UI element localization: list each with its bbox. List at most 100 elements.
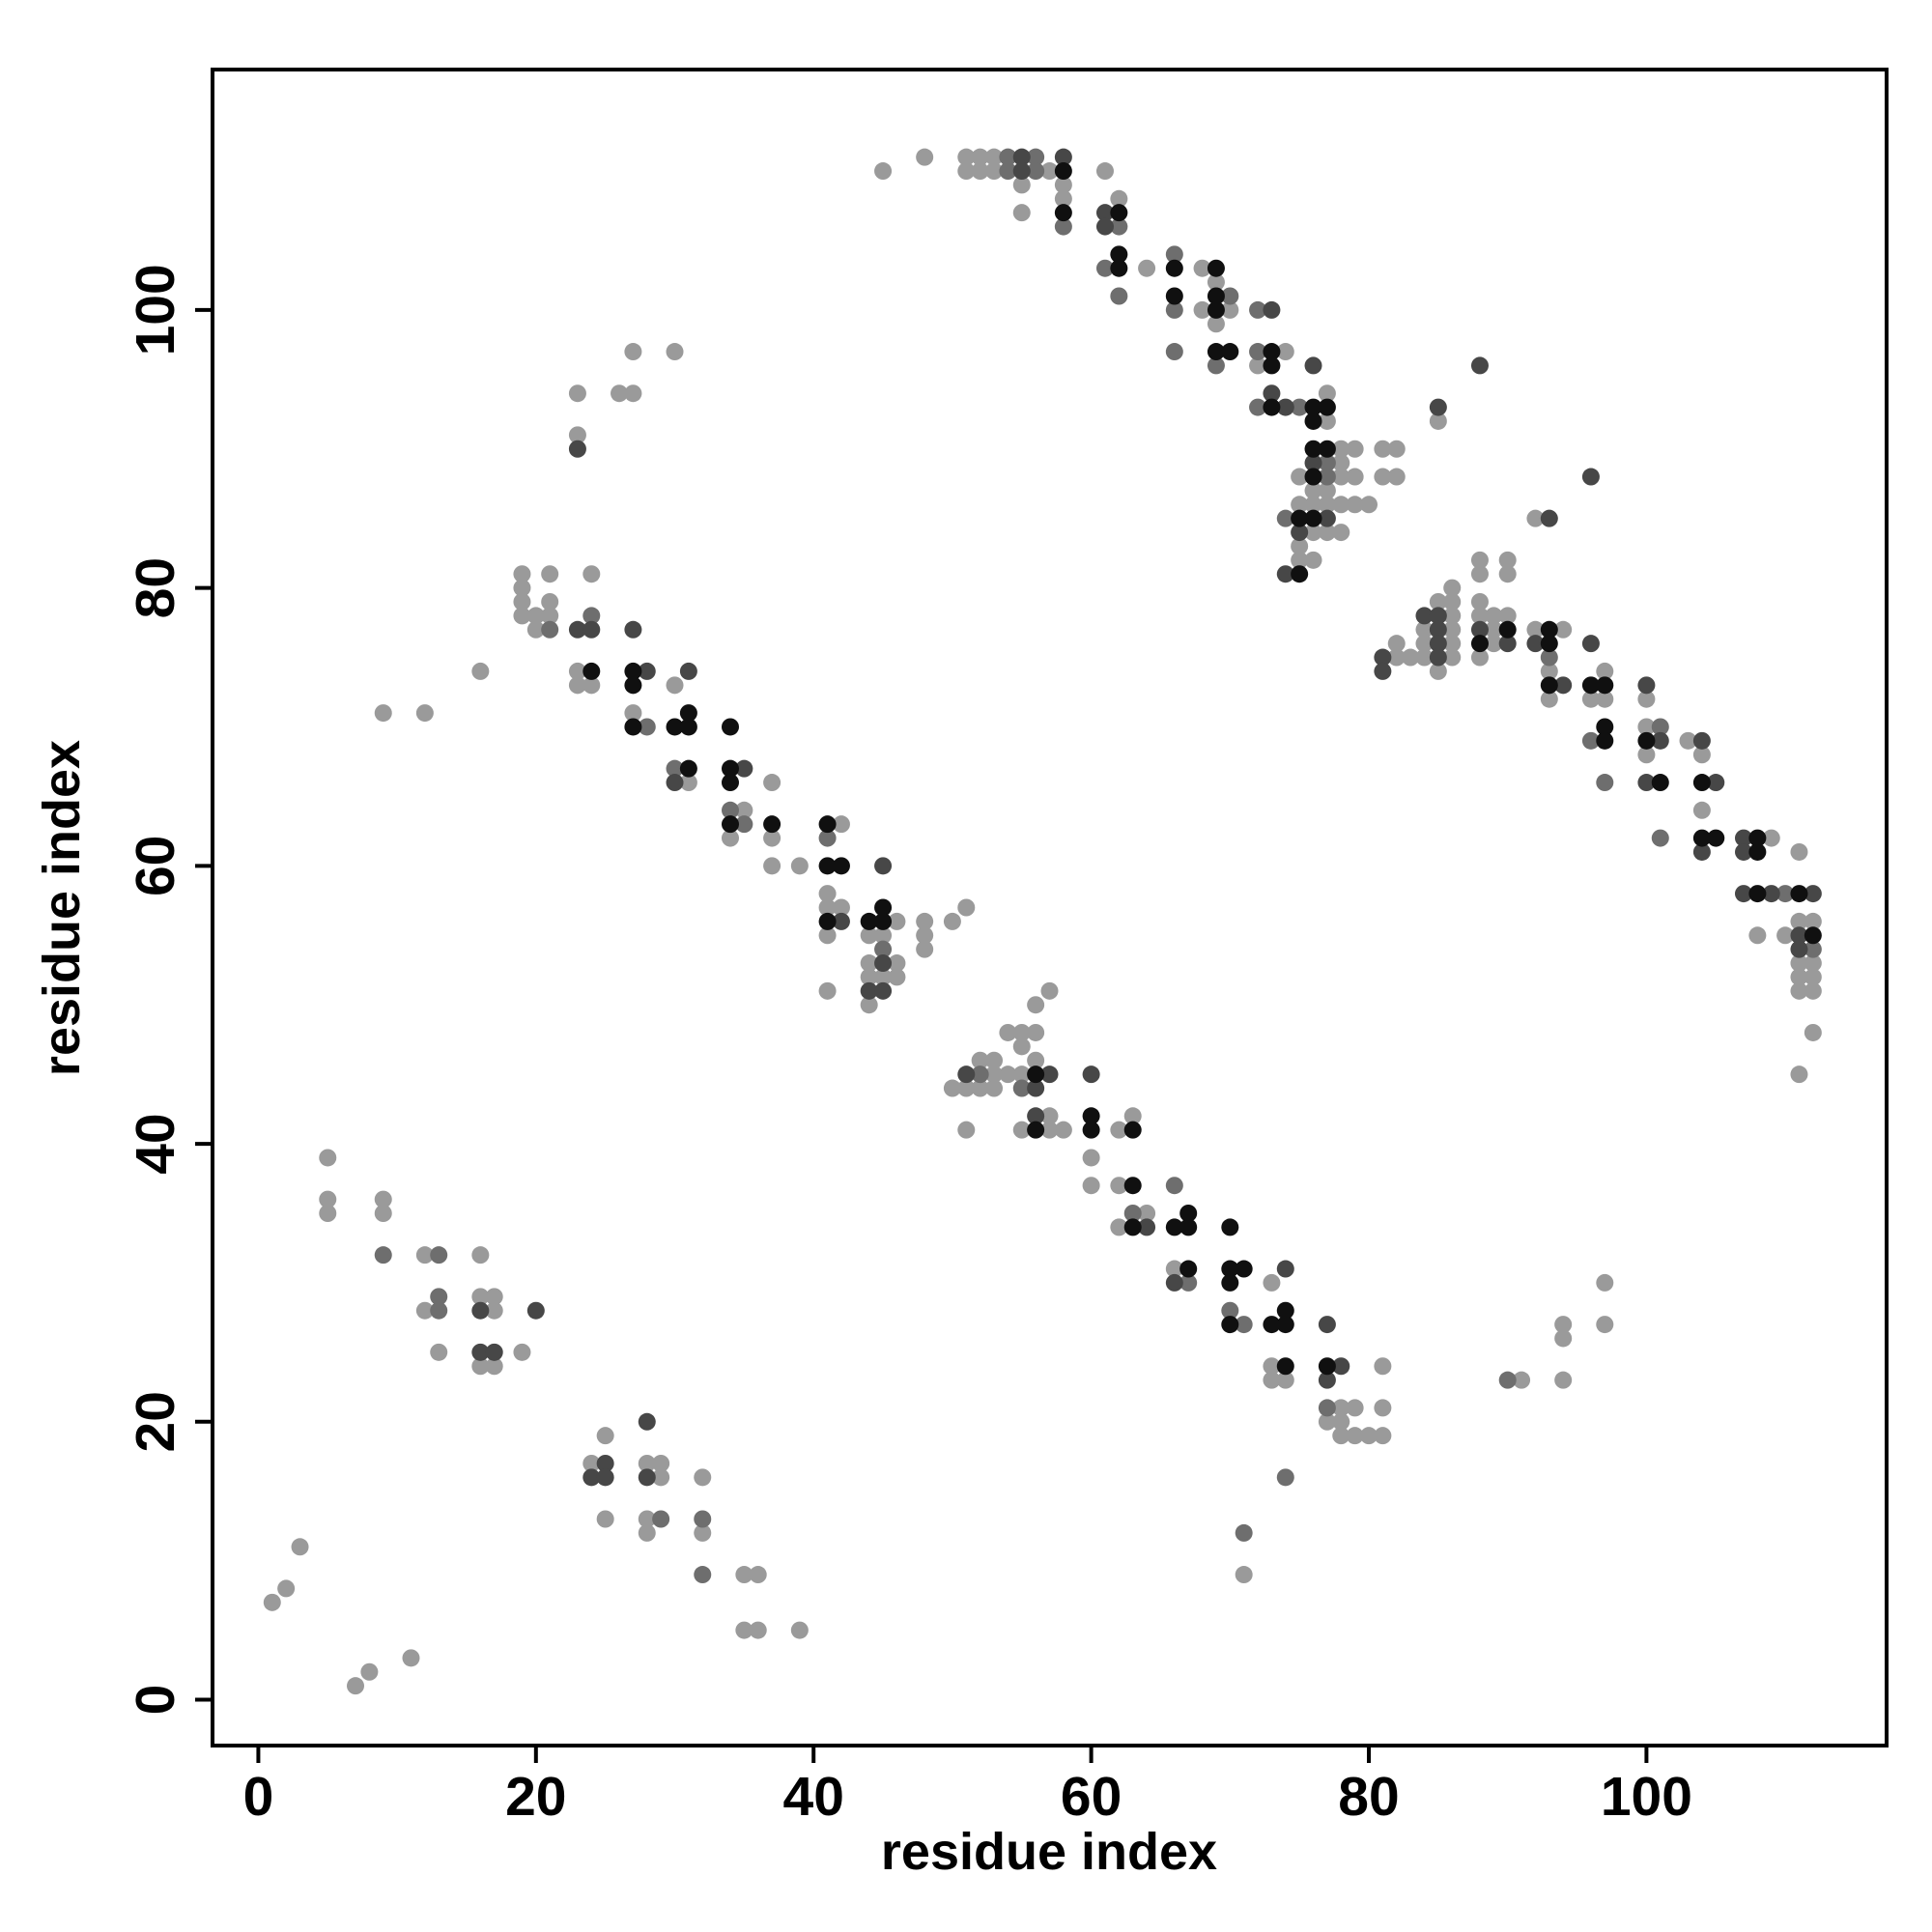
point <box>666 774 684 792</box>
point <box>749 1621 767 1639</box>
point <box>1332 1412 1350 1431</box>
point <box>568 426 586 444</box>
point <box>582 676 601 695</box>
point <box>1429 648 1447 667</box>
point <box>624 662 642 680</box>
point <box>1235 1316 1253 1334</box>
point <box>874 162 893 181</box>
point <box>1012 1065 1031 1084</box>
point <box>1138 1218 1156 1236</box>
point <box>888 954 906 973</box>
point <box>582 565 601 583</box>
point <box>1110 189 1128 208</box>
point <box>1692 842 1711 861</box>
point <box>1651 774 1669 792</box>
point <box>735 1621 753 1639</box>
point <box>1165 245 1183 264</box>
point <box>1498 565 1517 583</box>
point <box>1470 565 1489 583</box>
point <box>624 676 642 695</box>
point <box>1291 551 1309 569</box>
point <box>1318 468 1336 486</box>
point <box>1581 690 1600 708</box>
point <box>1540 620 1558 639</box>
point <box>415 1246 434 1264</box>
point <box>874 898 893 917</box>
point <box>1095 204 1114 222</box>
point <box>596 1454 614 1472</box>
point <box>818 885 837 903</box>
point <box>943 1079 961 1097</box>
point <box>735 801 753 819</box>
point <box>1012 1079 1031 1097</box>
point <box>1360 1427 1378 1445</box>
point <box>874 912 893 930</box>
point <box>596 1468 614 1487</box>
point <box>1304 524 1322 542</box>
point <box>1318 440 1336 458</box>
x-tick-label: 0 <box>243 1766 274 1828</box>
point <box>1804 940 1822 958</box>
point <box>1360 496 1378 514</box>
point <box>624 718 642 736</box>
point <box>860 996 878 1014</box>
point <box>1762 829 1780 847</box>
point <box>957 1079 976 1097</box>
point <box>1637 718 1656 736</box>
point <box>1165 1177 1183 1195</box>
point <box>1402 648 1420 667</box>
point <box>874 940 893 958</box>
point <box>818 912 837 930</box>
point <box>1804 885 1822 903</box>
point <box>1790 912 1808 930</box>
point <box>1040 162 1059 181</box>
point <box>1263 1357 1281 1376</box>
point <box>1110 1218 1128 1236</box>
point <box>513 579 531 597</box>
point <box>1221 1273 1239 1292</box>
point <box>1304 356 1322 375</box>
point <box>971 162 989 181</box>
point <box>1110 259 1128 277</box>
point <box>471 1246 490 1264</box>
point <box>1027 1121 1045 1139</box>
point <box>1012 1121 1031 1139</box>
point <box>763 815 781 834</box>
point <box>1318 1412 1336 1431</box>
point <box>1291 398 1309 416</box>
point <box>652 1454 670 1472</box>
point <box>1249 343 1267 361</box>
point <box>1790 981 1808 1000</box>
x-axis-label: residue index <box>881 1823 1217 1881</box>
point <box>1207 300 1225 319</box>
point <box>1332 1357 1350 1376</box>
point <box>568 662 586 680</box>
point <box>624 620 642 639</box>
point <box>513 1343 531 1361</box>
point <box>415 704 434 723</box>
point <box>1804 954 1822 973</box>
point <box>1207 273 1225 292</box>
point <box>1692 746 1711 764</box>
point <box>1193 300 1211 319</box>
point <box>1207 287 1225 305</box>
point <box>1276 1301 1294 1320</box>
point <box>1082 1065 1100 1084</box>
point <box>485 1343 503 1361</box>
point <box>999 162 1017 181</box>
point <box>1291 468 1309 486</box>
point <box>1318 1399 1336 1417</box>
point <box>582 1468 601 1487</box>
point <box>1804 1023 1822 1041</box>
point <box>1637 676 1656 695</box>
point <box>1054 148 1072 166</box>
point <box>860 968 878 986</box>
point <box>818 926 837 945</box>
point <box>1513 1371 1531 1389</box>
point <box>1263 398 1281 416</box>
point <box>1221 1260 1239 1278</box>
point <box>1790 926 1808 945</box>
point <box>541 565 559 583</box>
point <box>679 718 697 736</box>
point <box>1027 1051 1045 1069</box>
